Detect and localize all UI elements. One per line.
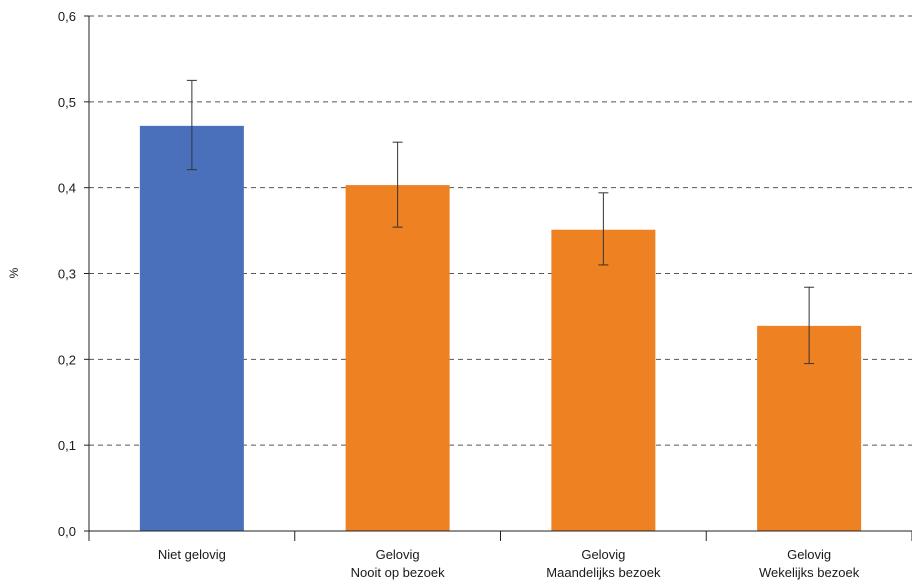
axes [84,15,912,541]
category-label-line1: Gelovig [787,547,831,562]
y-tick-labels: 0,0 0,1 0,2 0,3 0,4 0,5 0,6 [58,9,76,539]
y-tick-label: 0,4 [58,181,76,196]
y-tick-label: 0,0 [58,524,76,539]
y-tick-label: 0,6 [58,9,76,24]
y-tick-label: 0,3 [58,267,76,282]
y-axis-label: % [7,267,21,278]
category-label-line1: Gelovig [581,547,625,562]
category-label-line2: Maandelijks bezoek [546,565,661,580]
category-label-line2: Wekelijks bezoek [759,565,860,580]
bar [345,185,450,531]
bar [551,229,656,531]
y-tick-label: 0,2 [58,352,76,367]
bar [139,125,244,531]
error-bars [186,79,815,365]
y-tick-label: 0,5 [58,95,76,110]
y-tick-label: 0,1 [58,438,76,453]
category-label-line1: Gelovig [376,547,420,562]
bars [139,125,862,531]
category-labels: Niet gelovig Gelovig Nooit op bezoek Gelovi… [158,547,860,580]
category-label-line1: Niet gelovig [158,547,226,562]
category-label-line2: Nooit op bezoek [351,565,445,580]
